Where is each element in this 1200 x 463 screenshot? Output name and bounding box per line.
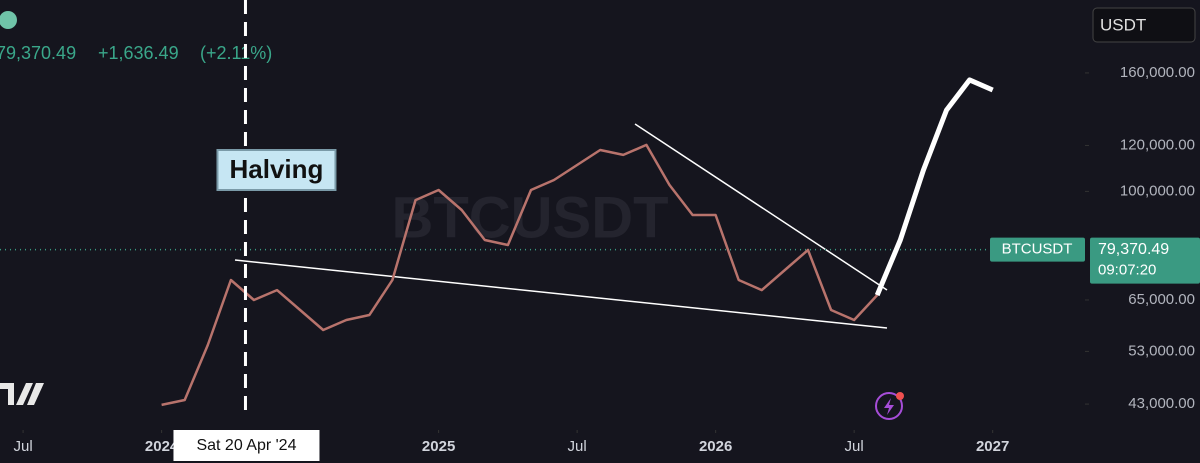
halving-box [216,149,337,191]
tv-logo [0,383,44,405]
price-line [161,143,879,407]
y-tick-label: 100,000.00 [1120,182,1195,199]
countdown-label: 09:07:20 [1098,262,1156,279]
y-tick-label: 65,000.00 [1128,291,1195,308]
crosshair-date-box [173,430,320,461]
header-price: 79,370.49 [0,43,76,63]
header-change-pct: (+2.11%) [200,43,272,63]
symbol-box [990,237,1085,262]
watermark: BTCUSDT [391,185,668,250]
y-tick-label: 160,000.00 [1120,64,1195,81]
y-tick-label: 43,000.00 [1128,395,1195,412]
y-tick-label: 120,000.00 [1120,136,1195,153]
crosshair-date: Sat 20 Apr '24 [196,437,296,454]
header-change: +1,636.49 [98,43,179,63]
lightning-icon[interactable] [875,392,904,420]
status-dot [0,11,17,29]
x-tick-label: 2027 [976,438,1009,455]
trendline-upper [634,123,888,291]
price-label: 79,370.49 [1098,241,1169,258]
halving-label: Halving [230,154,324,184]
currency-dropdown[interactable] [1092,7,1196,43]
currency-label: USDT [1100,15,1146,34]
x-tick-label: Jul [568,438,587,455]
x-tick-label: 2026 [699,438,732,455]
header-quote: 79,370.49 +1,636.49 (+2.11%) [0,43,272,63]
x-tick-label: 2024 [145,438,179,455]
x-tick-label: Jul [845,438,864,455]
x-tick-label: Jul [13,438,32,455]
trendline-lower [234,259,888,329]
y-tick-label: 53,000.00 [1128,342,1195,359]
symbol-label: BTCUSDT [1002,241,1073,258]
price-box [1090,237,1200,284]
x-tick-label: 2025 [422,438,455,455]
price-line [874,77,994,297]
